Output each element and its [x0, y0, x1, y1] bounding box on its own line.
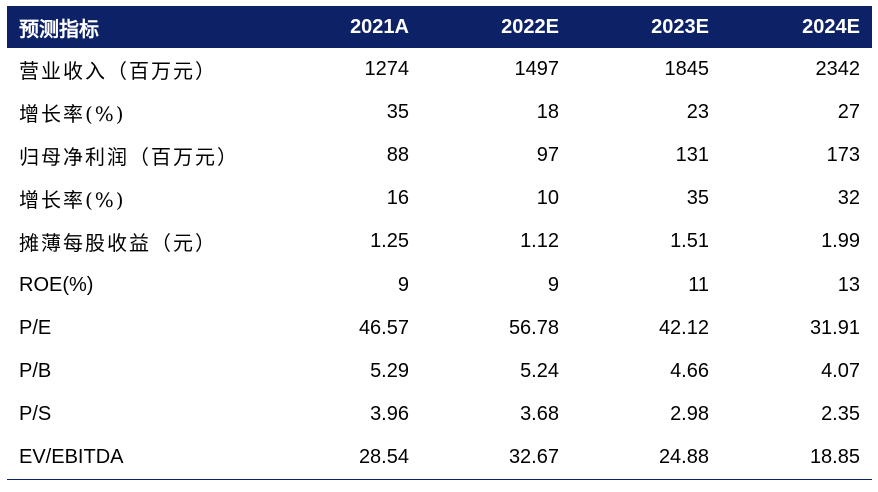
header-2022e: 2022E [421, 6, 571, 48]
table-cell: 16 [386, 187, 409, 210]
table-cell: 1.12 [520, 230, 559, 253]
table-cell: 97 [536, 144, 559, 167]
table-cell: 2342 [815, 58, 861, 81]
page: 预测指标 2021A 2022E 2023E 2024E 营业收入（百万元） 12… [0, 6, 878, 492]
row-label: 营业收入（百万元） [19, 59, 217, 84]
table-row: ROE(%) 9 9 11 13 [7, 263, 872, 306]
row-label: 增长率(%) [19, 188, 126, 213]
table-cell: 5.29 [370, 359, 409, 382]
table-cell: 88 [386, 144, 409, 167]
row-label: EV/EBITDA [7, 435, 267, 480]
table-cell: 11 [688, 273, 709, 296]
row-label: 增长率(%) [19, 102, 126, 127]
table-body: 营业收入（百万元） 1274 1497 1845 2342 增长率(%) 35 18 23 27 归… [7, 48, 872, 480]
table-cell: 24.88 [571, 435, 721, 480]
table-row: P/S 3.96 3.68 2.98 2.35 [7, 393, 872, 436]
table-row: 增长率(%) 16 10 35 32 [7, 177, 872, 220]
table-cell: 56.78 [508, 316, 559, 339]
header-2023e: 2023E [571, 6, 721, 48]
row-label: 摊薄每股收益（元） [19, 231, 217, 256]
table-cell: 32 [837, 187, 860, 210]
table-cell: 13 [837, 273, 860, 296]
table-cell: 3.68 [520, 402, 559, 425]
table-row: P/E 46.57 56.78 42.12 31.91 [7, 307, 872, 350]
table-cell: 18.85 [721, 435, 872, 480]
header-row: 预测指标 2021A 2022E 2023E 2024E [7, 6, 872, 48]
table-cell: 9 [547, 273, 559, 296]
table-row: 摊薄每股收益（元） 1.25 1.12 1.51 1.99 [7, 220, 872, 263]
table-header: 预测指标 2021A 2022E 2023E 2024E [7, 6, 872, 48]
table-cell: 5.24 [520, 359, 559, 382]
table-cell: 31.91 [809, 316, 860, 339]
table-cell: 23 [686, 101, 709, 124]
table-cell: 1.51 [670, 230, 709, 253]
table-cell: 1274 [364, 58, 410, 81]
table-cell: 2.98 [670, 402, 709, 425]
row-label: P/S [19, 402, 52, 425]
table-cell: 46.57 [358, 316, 409, 339]
table-cell: 32.67 [421, 435, 571, 480]
table-cell: 3.96 [370, 402, 409, 425]
table-row: 增长率(%) 35 18 23 27 [7, 91, 872, 134]
table-cell: 4.07 [821, 359, 860, 382]
table-cell: 1845 [664, 58, 710, 81]
table-cell: 42.12 [658, 316, 709, 339]
table-row: EV/EBITDA 28.54 32.67 24.88 18.85 [7, 435, 872, 480]
table-row: 营业收入（百万元） 1274 1497 1845 2342 [7, 48, 872, 91]
table-cell: 10 [536, 187, 559, 210]
table-cell: 35 [386, 101, 409, 124]
header-indicator: 预测指标 [7, 6, 267, 48]
table-cell: 1.99 [821, 230, 860, 253]
table-cell: 9 [397, 273, 409, 296]
forecast-table: 预测指标 2021A 2022E 2023E 2024E 营业收入（百万元） 12… [7, 6, 872, 480]
table-cell: 35 [686, 187, 709, 210]
table-row: 归母净利润（百万元） 88 97 131 173 [7, 134, 872, 177]
table-cell: 28.54 [267, 435, 421, 480]
table-cell: 18 [536, 101, 559, 124]
row-label: P/E [19, 316, 52, 339]
row-label: ROE(%) [19, 273, 94, 296]
header-2021a: 2021A [267, 6, 421, 48]
table-row: P/B 5.29 5.24 4.66 4.07 [7, 350, 872, 393]
table-cell: 1497 [514, 58, 560, 81]
header-2024e: 2024E [721, 6, 872, 48]
table-cell: 131 [675, 144, 709, 167]
table-cell: 4.66 [670, 359, 709, 382]
table-cell: 173 [826, 144, 860, 167]
row-label: P/B [19, 359, 52, 382]
table-cell: 2.35 [821, 402, 860, 425]
table-cell: 27 [837, 101, 860, 124]
table-cell: 1.25 [370, 230, 409, 253]
row-label: 归母净利润（百万元） [19, 145, 239, 170]
